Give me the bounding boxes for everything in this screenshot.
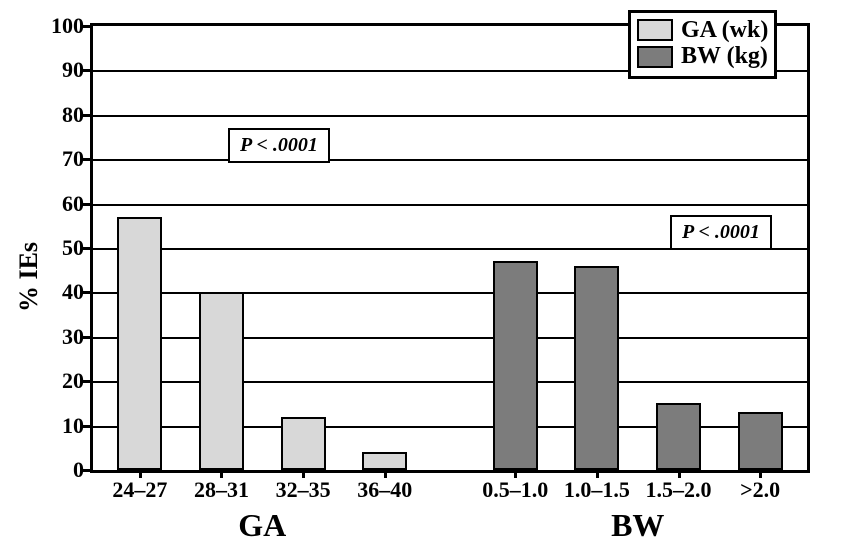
p-value-annotation-1: P < .0001: [670, 215, 772, 250]
legend-item-BW: BW (kg): [637, 43, 768, 69]
y-tick-label: 90: [34, 57, 84, 83]
y-tick-mark: [82, 203, 90, 206]
y-tick-mark: [82, 336, 90, 339]
bar-BW-1: [574, 266, 619, 470]
legend: GA (wk)BW (kg): [628, 10, 777, 79]
y-tick-mark: [82, 291, 90, 294]
gridline: [93, 159, 807, 161]
y-tick-mark: [82, 114, 90, 117]
y-tick-label: 10: [34, 413, 84, 439]
gridline: [93, 115, 807, 117]
x-tick-label: 0.5–1.0: [482, 477, 548, 503]
y-tick-label: 20: [34, 368, 84, 394]
bar-BW-2: [656, 403, 701, 470]
y-tick-label: 40: [34, 279, 84, 305]
gridline: [93, 204, 807, 206]
y-tick-label: 50: [34, 235, 84, 261]
legend-label-BW: BW (kg): [681, 43, 768, 69]
y-tick-label: 30: [34, 324, 84, 350]
y-tick-label: 80: [34, 102, 84, 128]
bar-GA-0: [117, 217, 162, 470]
y-tick-mark: [82, 425, 90, 428]
chart-container: % IEs GA (wk)BW (kg) 0102030405060708090…: [0, 0, 850, 553]
x-tick-label: 1.5–2.0: [646, 477, 712, 503]
x-tick-label: >2.0: [740, 477, 780, 503]
bar-GA-2: [281, 417, 326, 470]
legend-swatch-BW: [637, 46, 673, 68]
y-tick-label: 100: [34, 13, 84, 39]
bar-BW-3: [738, 412, 783, 470]
x-tick-label: 32–35: [276, 477, 331, 503]
x-tick-label: 24–27: [112, 477, 167, 503]
y-tick-mark: [82, 380, 90, 383]
y-tick-mark: [82, 69, 90, 72]
y-tick-mark: [82, 469, 90, 472]
bar-GA-3: [362, 452, 407, 470]
group-axis-label-GA: GA: [238, 507, 286, 544]
x-tick-label: 36–40: [357, 477, 412, 503]
legend-item-GA: GA (wk): [637, 17, 768, 43]
x-tick-label: 28–31: [194, 477, 249, 503]
y-tick-label: 0: [34, 457, 84, 483]
y-tick-mark: [82, 158, 90, 161]
y-tick-label: 70: [34, 146, 84, 172]
p-value-annotation-0: P < .0001: [228, 128, 330, 163]
legend-swatch-GA: [637, 19, 673, 41]
y-tick-mark: [82, 25, 90, 28]
bar-GA-1: [199, 292, 244, 470]
x-tick-label: 1.0–1.5: [564, 477, 630, 503]
group-axis-label-BW: BW: [611, 507, 664, 544]
y-tick-mark: [82, 247, 90, 250]
y-tick-label: 60: [34, 191, 84, 217]
legend-label-GA: GA (wk): [681, 17, 768, 43]
bar-BW-0: [493, 261, 538, 470]
